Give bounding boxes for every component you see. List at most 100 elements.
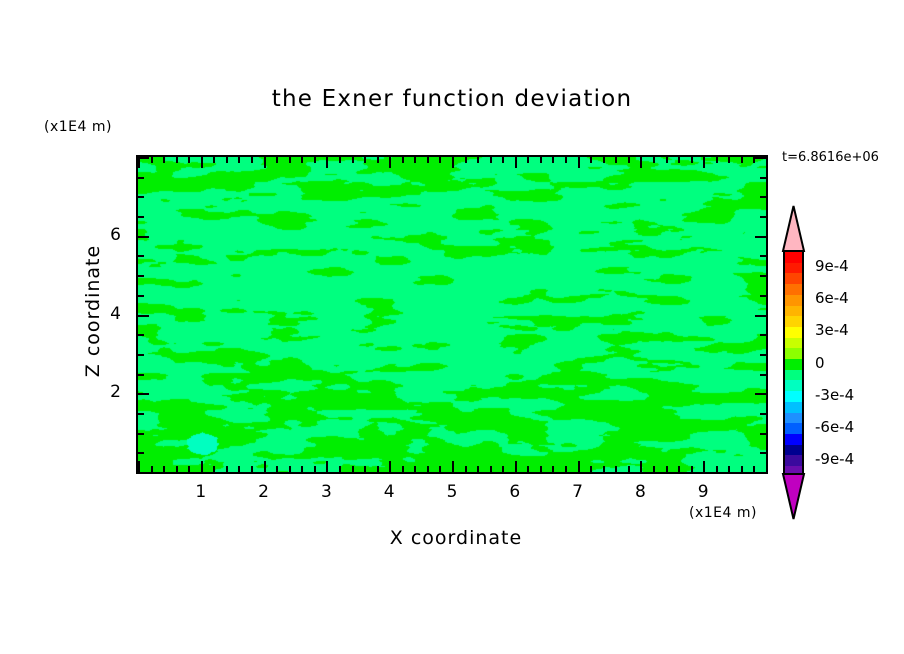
axis-tick: [728, 466, 731, 472]
x-axis-tick-label: 3: [320, 482, 332, 502]
axis-tick: [539, 157, 542, 163]
x-axis-unit-label: (x1E4 m): [689, 505, 757, 521]
axis-tick: [138, 432, 144, 435]
axis-tick: [755, 472, 766, 474]
axis-tick: [138, 334, 144, 337]
axis-tick: [489, 466, 492, 472]
axis-tick: [313, 157, 316, 163]
axis-tick: [615, 157, 618, 163]
axis-tick: [514, 157, 517, 168]
axis-tick: [138, 461, 140, 472]
colorbar[interactable]: 9e-4 6e-4 3e-4 0 -3e-4 -6e-4 -9e-4: [779, 205, 854, 520]
axis-tick: [590, 466, 593, 472]
axis-tick: [602, 157, 605, 163]
colorbar-band: [785, 444, 802, 456]
x-axis-tick-label: 4: [383, 482, 395, 502]
axis-tick: [138, 353, 144, 356]
colorbar-band: [785, 412, 802, 424]
axis-tick: [138, 255, 144, 258]
axis-tick: [760, 452, 766, 455]
colorbar-band: [785, 423, 802, 434]
axis-tick: [376, 157, 379, 163]
axis-tick: [389, 461, 392, 472]
axis-tick: [138, 294, 144, 297]
axis-tick: [326, 461, 329, 472]
axis-tick: [439, 466, 442, 472]
axis-tick: [276, 466, 279, 472]
colorbar-tick-label: 9e-4: [815, 257, 849, 276]
axis-tick: [200, 157, 203, 168]
x-axis-tick-label: 7: [572, 482, 583, 502]
axis-tick: [464, 157, 467, 163]
axis-tick: [602, 466, 605, 472]
axis-tick: [376, 466, 379, 472]
axis-tick: [452, 157, 454, 168]
x-axis-tick-label: 9: [697, 482, 709, 502]
axis-tick: [755, 157, 766, 159]
colorbar-band: [785, 369, 802, 381]
axis-tick: [338, 466, 341, 472]
colorbar-band: [785, 401, 802, 413]
axis-tick: [755, 235, 766, 238]
contour-plot-area[interactable]: [136, 155, 768, 474]
axis-tick: [652, 157, 655, 163]
axis-tick: [188, 157, 191, 163]
colorbar-band: [785, 273, 802, 285]
x-axis-title: X coordinate: [389, 527, 523, 549]
axis-tick: [251, 466, 254, 472]
axis-tick: [577, 461, 580, 472]
colorbar-band: [785, 252, 802, 263]
axis-tick: [539, 466, 542, 472]
axis-tick: [414, 157, 417, 163]
axis-tick: [760, 294, 766, 297]
axis-tick: [615, 466, 618, 472]
axis-tick: [464, 466, 467, 472]
axis-tick: [753, 157, 756, 163]
colorbar-band: [785, 455, 802, 467]
axis-tick: [150, 157, 153, 163]
y-axis-tick-label: 4: [110, 303, 121, 324]
axis-tick: [326, 157, 329, 168]
y-axis-tick-label: 2: [110, 382, 121, 403]
axis-tick: [690, 157, 693, 163]
axis-tick: [740, 466, 743, 472]
axis-tick: [703, 461, 706, 472]
y-axis-tick-label: 6: [110, 224, 121, 245]
axis-tick: [238, 157, 241, 163]
axis-tick: [715, 157, 718, 163]
axis-tick: [301, 466, 304, 472]
axis-tick: [188, 466, 191, 472]
axis-tick: [760, 373, 766, 376]
colorbar-band: [785, 326, 802, 338]
axis-tick: [364, 157, 367, 163]
axis-tick: [401, 157, 404, 163]
axis-tick: [414, 466, 417, 472]
y-axis-unit-label: (x1E4 m): [44, 119, 112, 135]
axis-tick: [755, 393, 766, 396]
axis-tick: [502, 466, 505, 472]
axis-tick: [225, 157, 228, 163]
x-axis-tick-label: 8: [634, 482, 646, 502]
axis-tick: [760, 216, 766, 219]
axis-tick: [301, 157, 304, 163]
axis-tick: [163, 157, 166, 163]
axis-tick: [665, 466, 668, 472]
page-title: the Exner function deviation: [271, 86, 633, 112]
axis-tick: [175, 157, 178, 163]
axis-tick: [577, 157, 580, 168]
colorbar-tick-label: 6e-4: [815, 289, 849, 308]
colorbar-band: [785, 305, 802, 317]
axis-tick: [760, 432, 766, 435]
axis-tick: [439, 157, 442, 163]
axis-tick: [426, 466, 429, 472]
axis-tick: [502, 157, 505, 163]
axis-tick: [288, 466, 291, 472]
axis-tick: [760, 196, 766, 199]
colorbar-band: [785, 433, 802, 445]
axis-tick: [175, 466, 178, 472]
contour-field: [138, 157, 766, 472]
axis-tick: [138, 176, 144, 179]
axis-tick: [364, 466, 367, 472]
axis-tick: [760, 255, 766, 258]
axis-tick: [640, 157, 643, 168]
